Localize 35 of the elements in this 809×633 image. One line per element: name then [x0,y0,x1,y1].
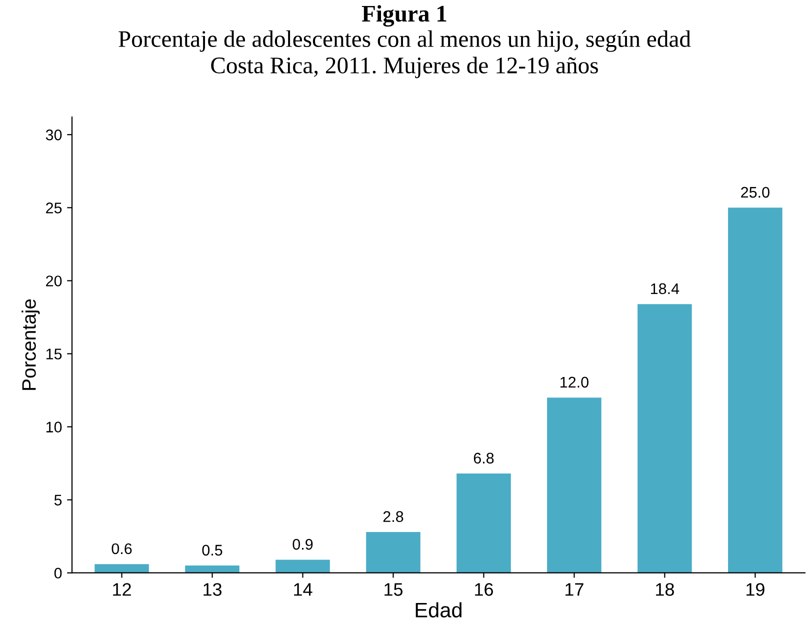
x-tick-label: 18 [656,583,674,596]
x-tick-label: 13 [204,583,222,596]
bar [185,566,240,573]
data-label: 12.0 [560,376,588,388]
y-tick-label: 0 [54,568,62,579]
bar [547,398,602,573]
data-label: 0.5 [202,544,222,556]
y-tick-label: 10 [46,422,62,432]
x-axis-title: Edad [416,602,462,618]
chart-title: Figura 1 [362,5,446,27]
data-label: 6.8 [474,452,494,464]
y-tick-label: 30 [46,130,62,140]
bar [276,560,330,573]
data-label: 0.6 [112,543,132,554]
chart-subtitle: Porcentaje de adolescentes con al menos un hijo, según edad Costa Rica, 2011. Mujeres de 12-19 años [118,30,691,78]
bar [366,532,420,573]
data-label: 25.0 [741,186,770,198]
x-tick-label: 17 [566,583,584,596]
data-label: 2.8 [383,511,404,522]
x-tick-label: 16 [475,583,493,596]
bar [638,304,692,573]
x-tick-label: 14 [294,583,312,596]
x-tick-label: 15 [384,583,403,596]
y-tick-label: 5 [54,494,62,506]
x-tick-label: 12 [113,583,131,596]
bar [94,564,149,573]
y-tick-label: 25 [46,202,62,214]
y-axis-title: Porcentaje [22,299,40,390]
data-label: 18.4 [650,283,680,294]
bar [728,208,782,573]
bar [456,474,511,573]
x-tick-label: 19 [746,583,764,596]
y-tick-label: 15 [46,348,62,360]
data-label: 0.9 [292,538,313,550]
y-tick-label: 20 [46,276,62,286]
